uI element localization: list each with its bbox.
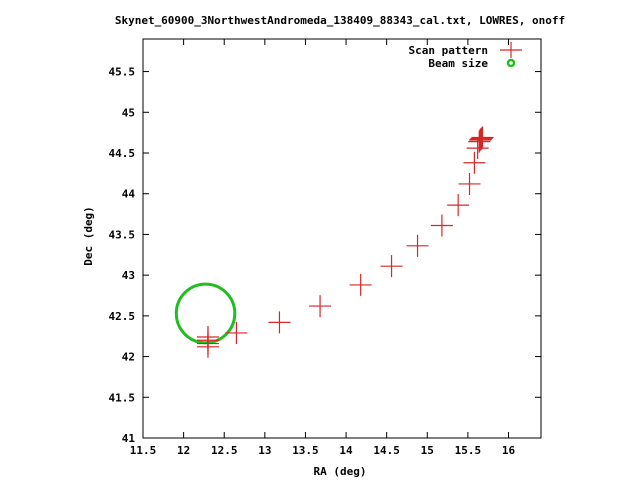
scan-point: [469, 128, 492, 151]
beam-size-circle: [174, 282, 237, 345]
scan-point: [380, 255, 403, 278]
scan-point: [225, 321, 248, 344]
legend-label-scan-pattern: Scan pattern: [409, 44, 488, 57]
y-tick-label: 43: [122, 269, 135, 282]
x-tick-label: 13: [258, 444, 271, 457]
scan-point: [469, 128, 492, 151]
x-tick-label: 13.5: [292, 444, 319, 457]
y-tick-label: 44.5: [109, 147, 136, 160]
x-axis-label: RA (deg): [314, 465, 367, 478]
y-tick-label: 45.5: [109, 66, 136, 79]
chart-title: Skynet_60900_3NorthwestAndromeda_138409_…: [115, 14, 565, 27]
scan-point: [430, 214, 453, 237]
x-tick-label: 16: [502, 444, 516, 457]
x-tick-label: 12.5: [211, 444, 238, 457]
y-tick-label: 42: [122, 351, 135, 364]
y-tick-label: 44: [122, 188, 136, 201]
y-axis-label: Dec (deg): [82, 206, 95, 266]
plot-frame: [142, 38, 542, 439]
scan-point: [458, 172, 481, 195]
y-tick-label: 41.5: [109, 391, 136, 404]
x-tick-label: 15: [421, 444, 434, 457]
scan-point: [466, 137, 489, 160]
scan-point: [309, 295, 332, 318]
y-tick-label: 41: [122, 432, 136, 445]
scan-point: [406, 234, 429, 257]
x-tick-label: 15.5: [455, 444, 482, 457]
x-tick-label: 14.5: [373, 444, 400, 457]
scan-point: [196, 326, 219, 349]
y-tick-label: 43.5: [109, 228, 136, 241]
y-tick-label: 45: [122, 106, 135, 119]
scan-point: [463, 151, 486, 174]
scan-point: [268, 311, 291, 334]
scan-point: [447, 194, 470, 217]
scan-point: [470, 127, 493, 150]
legend-swatch-scan-pattern: [500, 42, 522, 58]
legend-swatch-beam-size: [506, 58, 516, 68]
scan-point: [349, 273, 372, 296]
scan-point: [471, 126, 494, 149]
x-tick-label: 11.5: [130, 444, 157, 457]
x-tick-label: 12: [177, 444, 190, 457]
x-tick-label: 14: [339, 444, 353, 457]
scan-point: [468, 130, 491, 153]
legend-label-beam-size: Beam size: [428, 57, 488, 70]
y-tick-label: 42.5: [109, 310, 136, 323]
